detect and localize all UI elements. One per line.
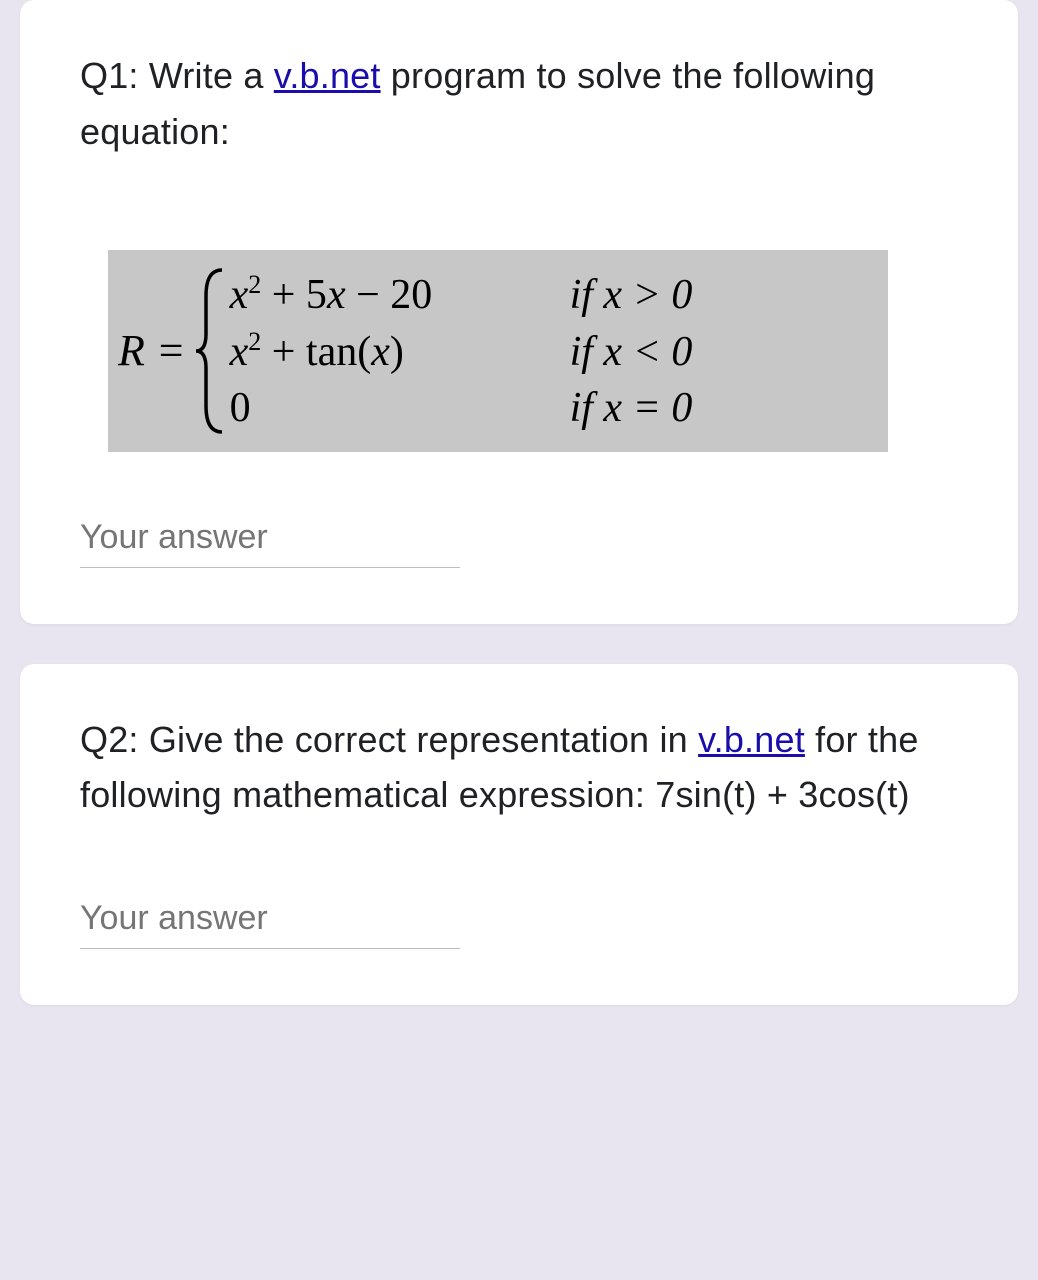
equation-cases: x2 + 5x − 20 if x > 0 x2 + tan(x) if x <… bbox=[230, 270, 693, 432]
case-row: x2 + tan(x) if x < 0 bbox=[230, 327, 693, 376]
case-cond-2: if x < 0 bbox=[570, 328, 693, 376]
q2-text: Q2: Give the correct representation in v… bbox=[80, 712, 958, 824]
case-cond-3: if x = 0 bbox=[570, 384, 693, 432]
q1-answer-input[interactable] bbox=[80, 512, 460, 568]
q1-link[interactable]: v.b.net bbox=[274, 55, 381, 96]
equation-block: R = x2 + 5x − 20 if x > 0 x2 + tan(x) if… bbox=[108, 250, 888, 452]
case-expr-1: x2 + 5x − 20 bbox=[230, 270, 570, 319]
left-brace-icon bbox=[192, 266, 228, 436]
q2-expression: 7sin(t) + 3cos(t) bbox=[655, 774, 909, 815]
question-card-2: Q2: Give the correct representation in v… bbox=[20, 664, 1018, 1006]
q1-prefix: Q1: Write a bbox=[80, 55, 274, 96]
case-expr-3: 0 bbox=[230, 384, 570, 432]
q2-link[interactable]: v.b.net bbox=[698, 719, 805, 760]
case-row: 0 if x = 0 bbox=[230, 384, 693, 432]
q2-answer-input[interactable] bbox=[80, 893, 460, 949]
question-card-1: Q1: Write a v.b.net program to solve the… bbox=[20, 0, 1018, 624]
q2-prefix1: Q2: Give the correct representation in bbox=[80, 719, 698, 760]
case-cond-1: if x > 0 bbox=[570, 271, 693, 319]
q1-text: Q1: Write a v.b.net program to solve the… bbox=[80, 48, 958, 160]
answer-wrap bbox=[80, 512, 958, 568]
case-expr-2: x2 + tan(x) bbox=[230, 327, 570, 376]
case-row: x2 + 5x − 20 if x > 0 bbox=[230, 270, 693, 319]
equation-lhs: R = bbox=[118, 325, 186, 376]
answer-wrap bbox=[80, 893, 958, 949]
